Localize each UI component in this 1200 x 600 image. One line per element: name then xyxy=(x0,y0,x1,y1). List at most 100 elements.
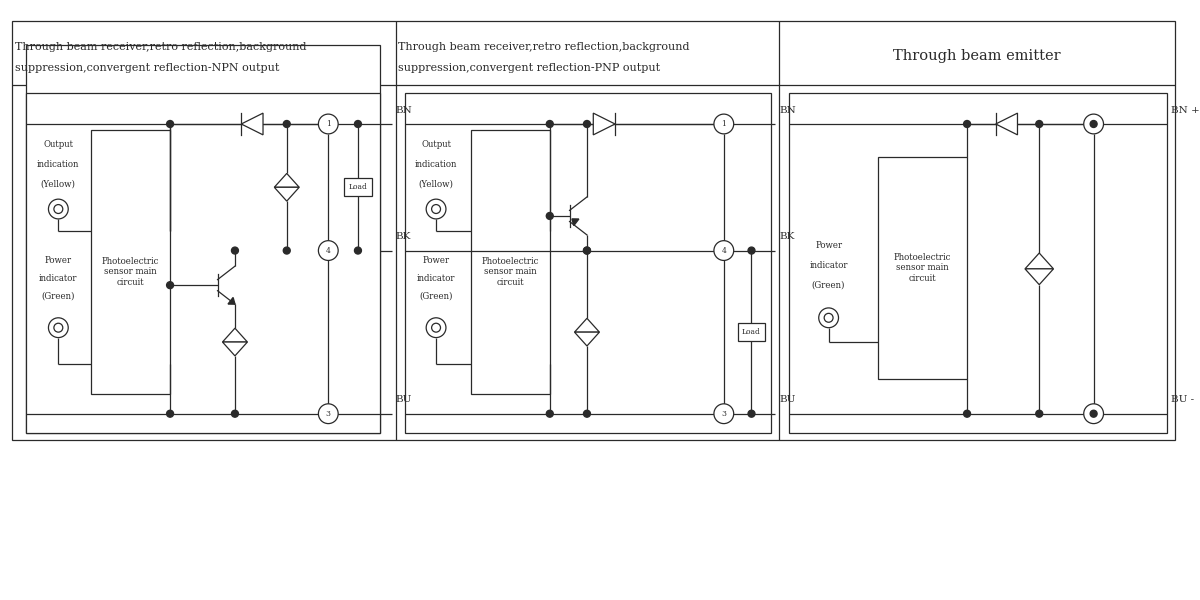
Circle shape xyxy=(583,247,590,254)
Circle shape xyxy=(546,212,553,220)
Text: 1: 1 xyxy=(1091,120,1096,128)
Bar xyxy=(790,94,1166,433)
Text: Power: Power xyxy=(815,241,842,250)
Circle shape xyxy=(167,282,174,289)
Circle shape xyxy=(354,121,361,127)
Polygon shape xyxy=(275,173,299,187)
Circle shape xyxy=(232,247,239,254)
Circle shape xyxy=(714,114,733,134)
Text: (Green): (Green) xyxy=(812,281,845,290)
Text: BN +: BN + xyxy=(1171,106,1200,115)
Text: (Green): (Green) xyxy=(419,292,452,301)
Circle shape xyxy=(48,199,68,219)
Circle shape xyxy=(167,121,174,127)
Text: BU -: BU - xyxy=(1171,395,1194,404)
Circle shape xyxy=(432,205,440,214)
Polygon shape xyxy=(1025,269,1054,284)
Polygon shape xyxy=(1025,253,1054,269)
Text: (Green): (Green) xyxy=(42,292,76,301)
Text: Output: Output xyxy=(43,140,73,149)
Text: 3: 3 xyxy=(1091,410,1096,418)
Text: Power: Power xyxy=(44,256,72,265)
Circle shape xyxy=(964,410,971,417)
Circle shape xyxy=(1084,114,1104,134)
Circle shape xyxy=(426,318,446,338)
Text: Power: Power xyxy=(422,256,450,265)
Polygon shape xyxy=(575,332,600,346)
Text: Output: Output xyxy=(421,140,451,149)
Text: BK: BK xyxy=(779,232,794,241)
Text: 1: 1 xyxy=(326,120,331,128)
Circle shape xyxy=(1036,410,1043,417)
Text: BN: BN xyxy=(396,106,413,115)
Polygon shape xyxy=(222,342,247,356)
Text: 3: 3 xyxy=(721,410,726,418)
Circle shape xyxy=(824,313,833,322)
Text: BN: BN xyxy=(779,106,796,115)
Text: Photoelectric
sensor main
circuit: Photoelectric sensor main circuit xyxy=(481,257,539,287)
Text: 4: 4 xyxy=(721,247,726,254)
Text: Photoelectric
sensor main
circuit: Photoelectric sensor main circuit xyxy=(102,257,160,287)
Text: suppression,convergent reflection-NPN output: suppression,convergent reflection-NPN ou… xyxy=(14,62,280,73)
Circle shape xyxy=(283,121,290,127)
Circle shape xyxy=(546,410,553,417)
Text: Through beam receiver,retro reflection,background: Through beam receiver,retro reflection,b… xyxy=(398,42,690,52)
Circle shape xyxy=(1090,121,1097,127)
Circle shape xyxy=(714,404,733,424)
Text: 1: 1 xyxy=(721,120,726,128)
Text: indicator: indicator xyxy=(416,274,455,283)
Text: BK: BK xyxy=(396,232,410,241)
Bar xyxy=(91,130,170,394)
Circle shape xyxy=(232,410,239,417)
Text: suppression,convergent reflection-PNP output: suppression,convergent reflection-PNP ou… xyxy=(398,62,661,73)
Circle shape xyxy=(748,410,755,417)
Circle shape xyxy=(714,241,733,260)
Circle shape xyxy=(54,205,62,214)
Polygon shape xyxy=(222,328,247,342)
Polygon shape xyxy=(572,219,578,226)
Polygon shape xyxy=(275,187,299,201)
Text: indication: indication xyxy=(37,160,79,169)
Circle shape xyxy=(354,247,361,254)
Circle shape xyxy=(54,323,62,332)
Bar xyxy=(406,94,772,433)
Circle shape xyxy=(1090,410,1097,417)
Polygon shape xyxy=(575,318,600,332)
Circle shape xyxy=(818,308,839,328)
Circle shape xyxy=(318,404,338,424)
Circle shape xyxy=(748,247,755,254)
Bar xyxy=(470,130,550,394)
Text: indication: indication xyxy=(415,160,457,169)
Polygon shape xyxy=(593,113,616,135)
Bar xyxy=(738,323,766,341)
Polygon shape xyxy=(996,113,1018,135)
Bar xyxy=(12,21,1175,440)
Text: 3: 3 xyxy=(325,410,331,418)
Text: BU: BU xyxy=(396,395,412,404)
Polygon shape xyxy=(241,113,263,135)
Circle shape xyxy=(964,121,971,127)
Circle shape xyxy=(48,318,68,338)
Circle shape xyxy=(318,114,338,134)
Bar xyxy=(25,94,379,433)
Text: Load: Load xyxy=(742,328,761,336)
Circle shape xyxy=(583,410,590,417)
Text: (Yellow): (Yellow) xyxy=(419,180,454,189)
Bar xyxy=(344,178,372,196)
Text: indicator: indicator xyxy=(40,274,78,283)
Text: Through beam receiver,retro reflection,background: Through beam receiver,retro reflection,b… xyxy=(14,42,306,52)
Text: Load: Load xyxy=(348,183,367,191)
Circle shape xyxy=(1036,121,1043,127)
Circle shape xyxy=(167,410,174,417)
Circle shape xyxy=(546,121,553,127)
Circle shape xyxy=(318,241,338,260)
Circle shape xyxy=(1084,404,1104,424)
Circle shape xyxy=(283,247,290,254)
Circle shape xyxy=(432,323,440,332)
Bar xyxy=(878,157,967,379)
Circle shape xyxy=(426,199,446,219)
Text: indicator: indicator xyxy=(809,261,848,270)
Bar xyxy=(25,45,379,433)
Polygon shape xyxy=(228,298,235,304)
Text: Photoelectric
sensor main
circuit: Photoelectric sensor main circuit xyxy=(894,253,952,283)
